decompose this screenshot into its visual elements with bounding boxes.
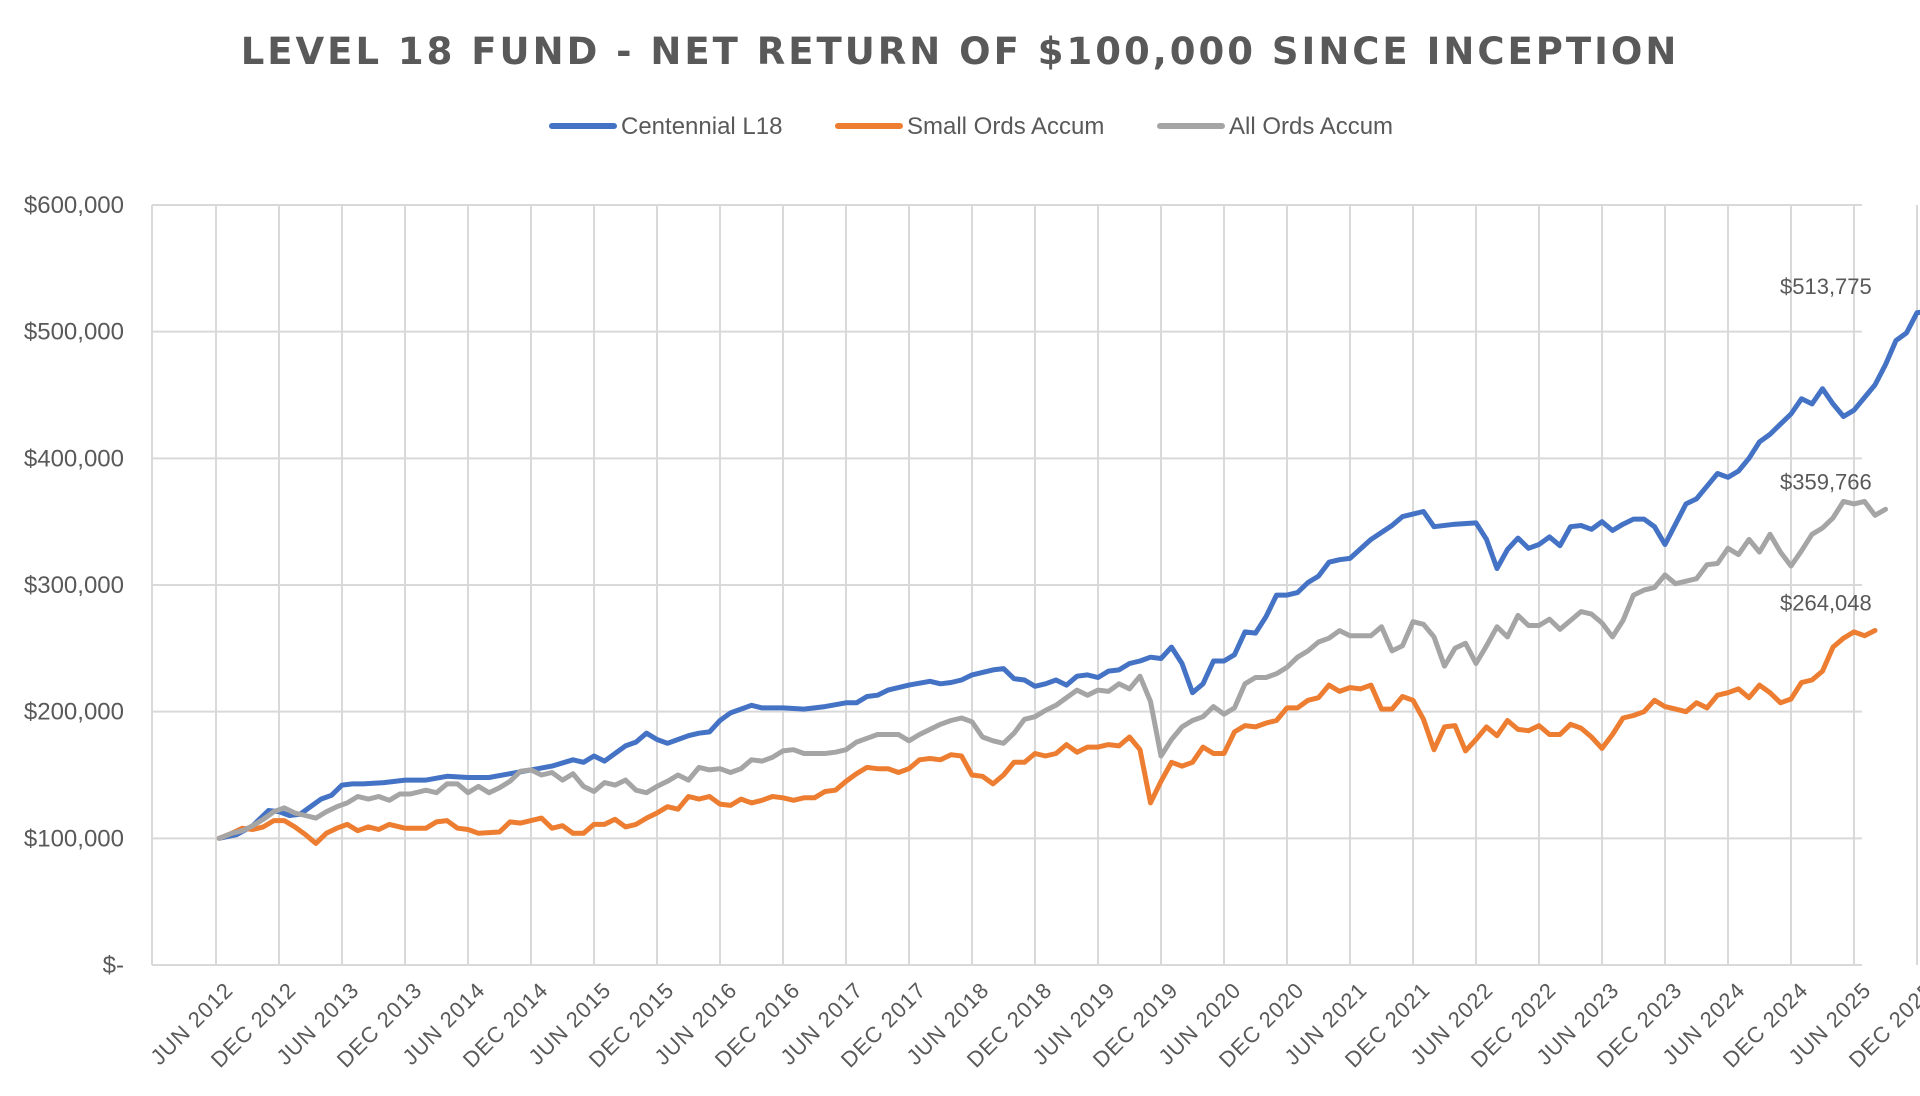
legend-item-all-ords-accum: All Ords Accum xyxy=(1157,113,1393,140)
chart-series xyxy=(216,309,1920,846)
legend-label: Small Ords Accum xyxy=(907,113,1104,140)
series-line-centennial-l18 xyxy=(216,309,1920,841)
y-tick-label: $400,000 xyxy=(24,445,124,472)
y-tick-label: $300,000 xyxy=(24,572,124,599)
legend-label: Centennial L18 xyxy=(621,113,782,140)
y-tick-label: $500,000 xyxy=(24,319,124,346)
series-line-small-ords-accum xyxy=(216,628,1878,846)
chart-legend: Centennial L18 Small Ords Accum All Ords A… xyxy=(549,113,1393,140)
end-value-label-all-ords-accum: $359,766 xyxy=(1780,469,1872,494)
series-line-all-ords-accum xyxy=(216,498,1888,841)
legend-item-centennial-l18: Centennial L18 xyxy=(549,113,782,140)
y-axis: $- $100,000 $200,000 $300,000 $400,000 $500,0… xyxy=(24,192,124,979)
end-value-label-centennial-l18: $513,775 xyxy=(1780,274,1872,299)
y-tick-label: $600,000 xyxy=(24,192,124,219)
y-tick-label: $100,000 xyxy=(24,825,124,852)
legend-label: All Ords Accum xyxy=(1229,113,1393,140)
series-end-labels: $513,775 $264,048 $359,766 xyxy=(1780,274,1872,615)
chart-grid xyxy=(151,204,1918,966)
end-value-label-small-ords-accum: $264,048 xyxy=(1780,591,1872,616)
chart-title: LEVEL 18 FUND - NET RETURN OF $100,000 S… xyxy=(241,30,1680,73)
y-tick-label: $200,000 xyxy=(24,699,124,726)
legend-item-small-ords-accum: Small Ords Accum xyxy=(835,113,1104,140)
y-tick-label: $- xyxy=(103,952,124,979)
